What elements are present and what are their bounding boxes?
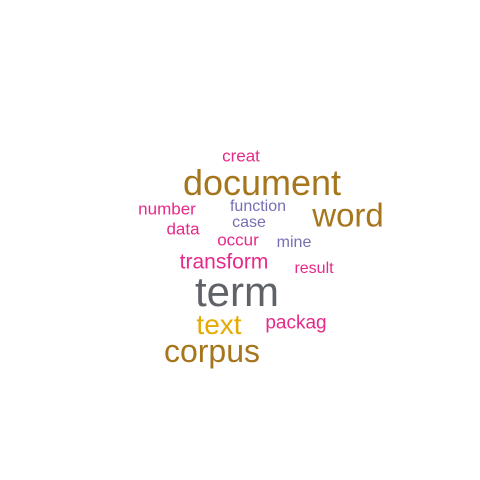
cloud-word-case: case (232, 214, 266, 231)
cloud-word-mine: mine (276, 234, 312, 251)
cloud-word-document: document (182, 162, 342, 203)
cloud-word-result: result (294, 260, 334, 277)
cloud-word-transform: transform (179, 250, 269, 274)
cloud-word-creat: creat (222, 146, 260, 166)
cloud-word-data: data (166, 219, 200, 239)
cloud-word-function: function (229, 198, 287, 215)
cloud-word-word: word (312, 196, 384, 234)
cloud-word-corpus: corpus (163, 333, 261, 369)
cloud-word-text: text (196, 309, 242, 340)
cloud-word-term: term (195, 268, 279, 315)
cloud-word-occur: occur (217, 230, 259, 250)
cloud-word-packag: packag (265, 312, 327, 334)
cloud-word-number: number (138, 199, 196, 219)
